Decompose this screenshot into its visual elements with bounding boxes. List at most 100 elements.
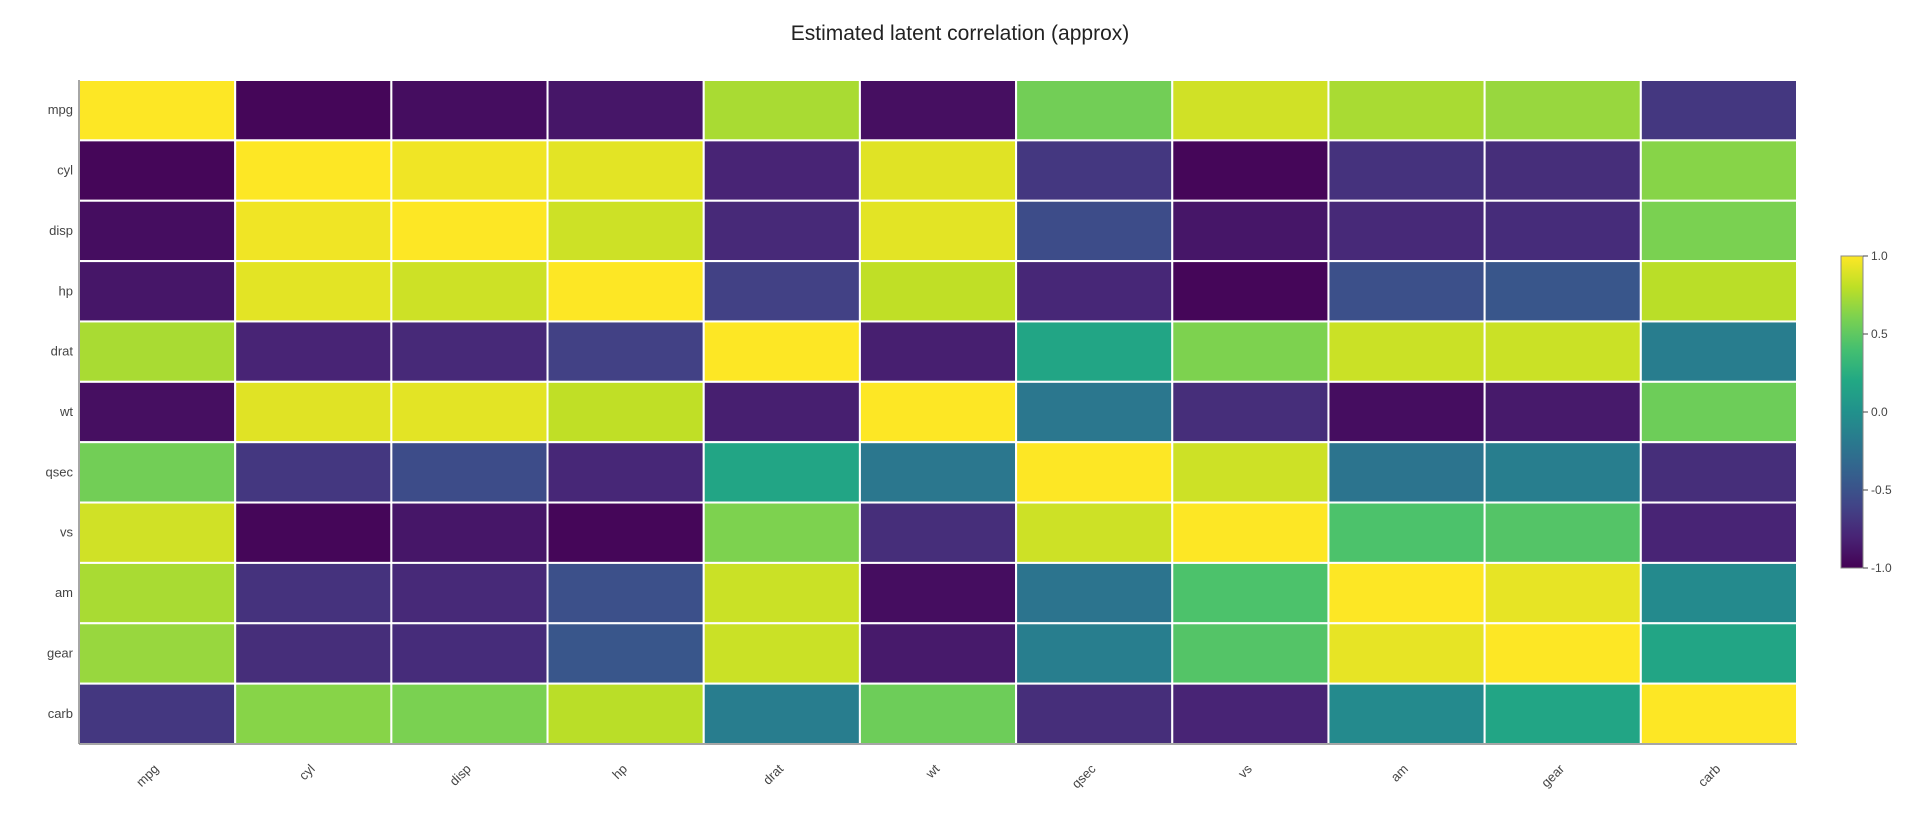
- heatmap-cell: [858, 501, 1018, 564]
- x-tick-label: carb: [1695, 761, 1723, 789]
- heatmap-cell: [234, 501, 393, 564]
- heatmap-cell: [234, 260, 393, 323]
- heatmap-cell: [1639, 441, 1799, 504]
- x-tick-label: disp: [446, 761, 473, 788]
- heatmap-cell: [1015, 441, 1174, 504]
- heatmap-cell: [858, 79, 1018, 142]
- heatmap-cell: [1483, 79, 1642, 142]
- colorbar-gradient: [1840, 255, 1864, 569]
- heatmap-cell: [546, 441, 705, 504]
- heatmap-cell: [1327, 139, 1486, 202]
- heatmap-cell: [390, 380, 549, 444]
- y-tick-label: qsec: [46, 464, 74, 479]
- heatmap-cell: [702, 79, 861, 142]
- y-tick-label: am: [55, 585, 73, 600]
- heatmap-cell: [546, 561, 705, 625]
- heatmap-cell: [546, 199, 705, 263]
- y-tick-label: vs: [60, 525, 74, 540]
- heatmap-cell: [1327, 682, 1486, 745]
- heatmap-cell: [1015, 622, 1174, 685]
- heatmap-cell: [390, 441, 549, 504]
- heatmap-cell: [1327, 79, 1486, 142]
- heatmap-cell: [1639, 561, 1799, 625]
- colorbar-tick-label: -1.0: [1871, 561, 1892, 575]
- heatmap-cell: [702, 380, 861, 444]
- heatmap-cell: [1015, 199, 1174, 263]
- heatmap-cell: [1171, 441, 1330, 504]
- y-tick-label: carb: [48, 706, 73, 721]
- x-tick-label: cyl: [296, 761, 318, 783]
- y-tick-label: wt: [59, 404, 73, 419]
- heatmap-cell: [702, 441, 861, 504]
- colorbar-tick-label: 0.0: [1871, 405, 1888, 419]
- heatmap-cell: [1327, 441, 1486, 504]
- heatmap-cell: [858, 441, 1018, 504]
- heatmap-cell: [1171, 561, 1330, 625]
- heatmap-cell: [702, 682, 861, 745]
- heatmap-cell: [1015, 260, 1174, 323]
- heatmap-cell: [1171, 79, 1330, 142]
- heatmap-cell: [1639, 501, 1799, 564]
- heatmap-cell: [702, 139, 861, 202]
- heatmap-cell: [234, 622, 393, 685]
- heatmap-cell: [1015, 501, 1174, 564]
- heatmap-cell: [78, 139, 237, 202]
- heatmap-cell: [1171, 199, 1330, 263]
- colorbar-tick-label: 0.5: [1871, 327, 1888, 341]
- heatmap-cell: [702, 501, 861, 564]
- heatmap-cell: [858, 622, 1018, 685]
- heatmap-cell: [1639, 79, 1799, 142]
- heatmap-cell: [234, 682, 393, 745]
- colorbar: 1.0 0.5 0.0 -0.5 -1.0: [1840, 249, 1892, 575]
- heatmap-cell: [1171, 139, 1330, 202]
- heatmap-cell: [390, 79, 549, 142]
- heatmap-cell: [546, 79, 705, 142]
- heatmap-cell: [1327, 380, 1486, 444]
- heatmap-cell: [390, 260, 549, 323]
- heatmap-cell: [1015, 79, 1174, 142]
- heatmap-cell: [546, 260, 705, 323]
- heatmap-cell: [1639, 139, 1799, 202]
- heatmap-cell: [390, 501, 549, 564]
- axes: [78, 80, 1797, 745]
- heatmap-cell: [546, 139, 705, 202]
- heatmap-cell: [234, 380, 393, 444]
- heatmap-cell: [1171, 260, 1330, 323]
- heatmap-cell: [1639, 199, 1799, 263]
- heatmap-cell: [1015, 682, 1174, 745]
- heatmap-cell: [1639, 380, 1799, 444]
- heatmap-cell: [1015, 320, 1174, 383]
- heatmap-cell: [78, 199, 237, 263]
- heatmap-cells: [78, 79, 1799, 745]
- heatmap-cell: [1015, 561, 1174, 625]
- heatmap-cell: [390, 320, 549, 383]
- heatmap-cell: [1171, 320, 1330, 383]
- heatmap-cell: [1327, 561, 1486, 625]
- heatmap-cell: [1171, 622, 1330, 685]
- y-tick-label: mpg: [48, 102, 73, 117]
- heatmap-cell: [702, 622, 861, 685]
- heatmap-cell: [858, 260, 1018, 323]
- heatmap-cell: [702, 561, 861, 625]
- heatmap-cell: [78, 380, 237, 444]
- heatmap-cell: [1483, 501, 1642, 564]
- x-tick-label: mpg: [133, 761, 161, 789]
- heatmap-cell: [78, 320, 237, 383]
- x-tick-label: drat: [760, 761, 787, 788]
- heatmap-cell: [858, 682, 1018, 745]
- heatmap-cell: [78, 622, 237, 685]
- heatmap-cell: [1171, 501, 1330, 564]
- heatmap-cell: [858, 199, 1018, 263]
- heatmap-cell: [858, 380, 1018, 444]
- y-tick-label: gear: [47, 645, 74, 660]
- heatmap-cell: [78, 501, 237, 564]
- heatmap-cell: [858, 139, 1018, 202]
- heatmap-cell: [546, 622, 705, 685]
- heatmap-cell: [234, 441, 393, 504]
- heatmap-cell: [1483, 561, 1642, 625]
- heatmap-cell: [1483, 622, 1642, 685]
- heatmap-cell: [546, 682, 705, 745]
- heatmap-cell: [546, 320, 705, 383]
- heatmap-cell: [234, 320, 393, 383]
